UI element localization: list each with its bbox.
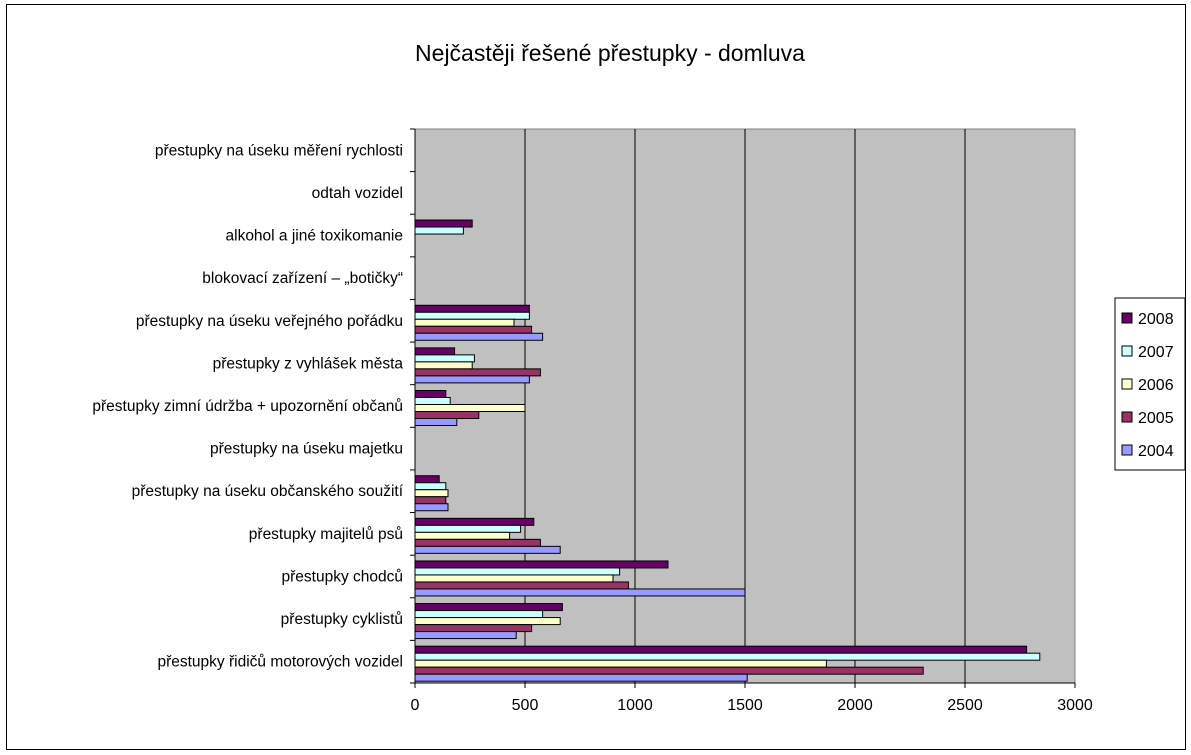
bar-2004 [414, 418, 458, 426]
legend-swatch-2006 [1121, 378, 1133, 390]
category-label: přestupky majitelů psů [249, 526, 403, 543]
category-label: přestupky zimní údržba + upozornění obča… [92, 398, 403, 415]
bar-2004 [414, 673, 748, 682]
bar-2005 [414, 368, 541, 377]
bar-2004 [414, 631, 517, 640]
legend-swatch-2004 [1121, 444, 1133, 456]
bar-2006 [414, 318, 515, 327]
bar-2006 [414, 531, 511, 540]
category-label: přestupky na úseku majetku [210, 441, 403, 458]
x-tick-label: 3000 [1057, 697, 1093, 714]
bar-2004 [414, 375, 530, 384]
bar-2006 [414, 489, 449, 498]
bar-2007 [414, 354, 475, 363]
bar-2008 [414, 219, 473, 228]
category-label: přestupky cyklistů [281, 611, 403, 628]
bar-2008 [414, 347, 456, 356]
bar-2008 [414, 390, 447, 398]
bar-2007 [414, 652, 1041, 661]
legend-label-2008: 2008 [1138, 311, 1174, 328]
bar-2005 [414, 411, 480, 419]
bar-2007 [414, 397, 451, 405]
category-label: přestupky chodců [282, 568, 404, 585]
bar-2007 [414, 311, 530, 320]
bar-2005 [414, 624, 533, 633]
bar-2005 [414, 581, 629, 590]
bar-2008 [414, 304, 530, 313]
bar-2004 [414, 332, 544, 341]
bar-2008 [414, 517, 535, 526]
x-tick-label: 2000 [837, 697, 873, 714]
x-tick-label: 2500 [947, 697, 983, 714]
x-tick-label: 500 [512, 697, 539, 714]
legend-swatch-2005 [1121, 411, 1133, 423]
category-label: přestupky na úseku veřejného pořádku [136, 313, 403, 330]
category-label: přestupky na úseku občanského soužití [132, 483, 404, 500]
bar-2005 [414, 325, 533, 334]
legend-label-2007: 2007 [1138, 344, 1174, 361]
chart-title: Nejčastěji řešené přestupky - domluva [415, 40, 805, 66]
bar-2005 [414, 496, 447, 505]
category-label: odtah vozidel [312, 185, 403, 202]
x-tick-label: 1500 [727, 697, 763, 714]
category-label: blokovací zařízení – „botičky“ [202, 270, 403, 287]
bar-2005 [414, 538, 541, 547]
bar-2006 [414, 574, 614, 583]
bar-2007 [414, 524, 522, 533]
legend-label-2005: 2005 [1138, 410, 1174, 427]
category-label: alkohol a jiné toxikomanie [226, 228, 404, 245]
bar-2006 [414, 361, 473, 370]
category-label: přestupky z vyhlášek města [213, 355, 404, 372]
bar-2008 [414, 603, 563, 612]
category-label: přestupky na úseku měření rychlosti [155, 142, 403, 159]
x-tick-label: 1000 [617, 697, 653, 714]
x-tick-label: 0 [411, 697, 420, 714]
bar-2008 [414, 560, 669, 569]
bar-2004 [414, 588, 746, 597]
bar-2007 [414, 610, 544, 619]
bar-2008 [414, 645, 1028, 654]
legend-swatch-2007 [1121, 345, 1133, 357]
bar-2005 [414, 666, 924, 675]
bar-2004 [414, 503, 449, 512]
bar-2008 [414, 475, 440, 484]
bar-2006 [414, 617, 561, 626]
bar-2004 [414, 545, 561, 554]
bar-2007 [414, 482, 447, 491]
legend-label-2004: 2004 [1138, 443, 1174, 460]
legend-label-2006: 2006 [1138, 377, 1174, 394]
bar-2007 [414, 567, 621, 576]
legend-swatch-2008 [1121, 312, 1133, 324]
bar-2006 [414, 659, 827, 668]
bar-2006 [414, 404, 526, 412]
bar-2007 [414, 226, 464, 235]
category-label: přestupky řidičů motorových vozidel [157, 654, 403, 671]
